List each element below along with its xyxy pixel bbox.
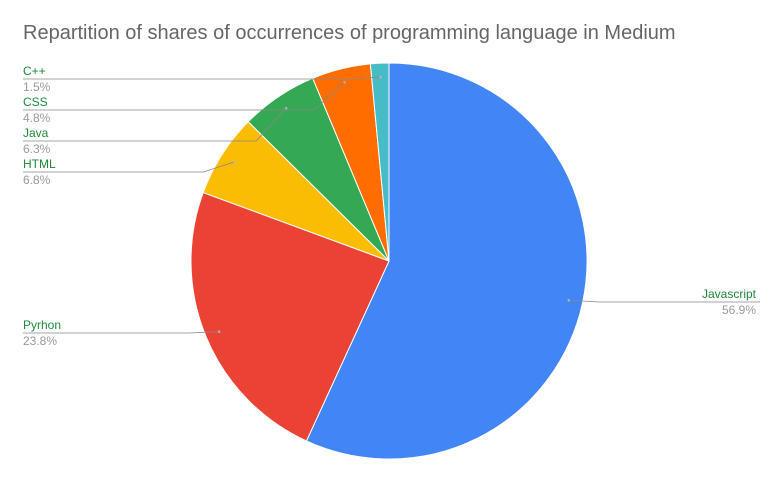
pie-slice-pyrhon [190, 191, 390, 442]
slice-label-pyrhon: Pyrhon [23, 318, 61, 332]
pie-slice-c [369, 62, 390, 262]
chart-title: Repartition of shares of occurrences of … [23, 22, 676, 44]
slice-value-c: 1.5% [23, 80, 51, 94]
slice-value-html: 6.8% [23, 173, 51, 187]
slice-label-javascript: Javascript [702, 287, 757, 301]
leader-line-html [23, 161, 234, 173]
slice-value-css: 4.8% [23, 111, 51, 125]
slice-value-java: 6.3% [23, 142, 51, 156]
slice-value-javascript: 56.9% [722, 303, 756, 317]
pie-slice-javascript [305, 62, 588, 460]
leader-line-javascript [568, 299, 760, 303]
slice-label-css: CSS [23, 95, 48, 109]
slice-label-c: C++ [23, 64, 46, 78]
leader-line-c [23, 76, 381, 80]
slice-label-java: Java [23, 126, 49, 140]
leader-line-pyrhon [23, 331, 219, 334]
leader-line-java [23, 108, 287, 142]
slice-label-html: HTML [23, 157, 56, 171]
leader-line-css [23, 82, 345, 111]
slice-value-pyrhon: 23.8% [23, 334, 57, 348]
